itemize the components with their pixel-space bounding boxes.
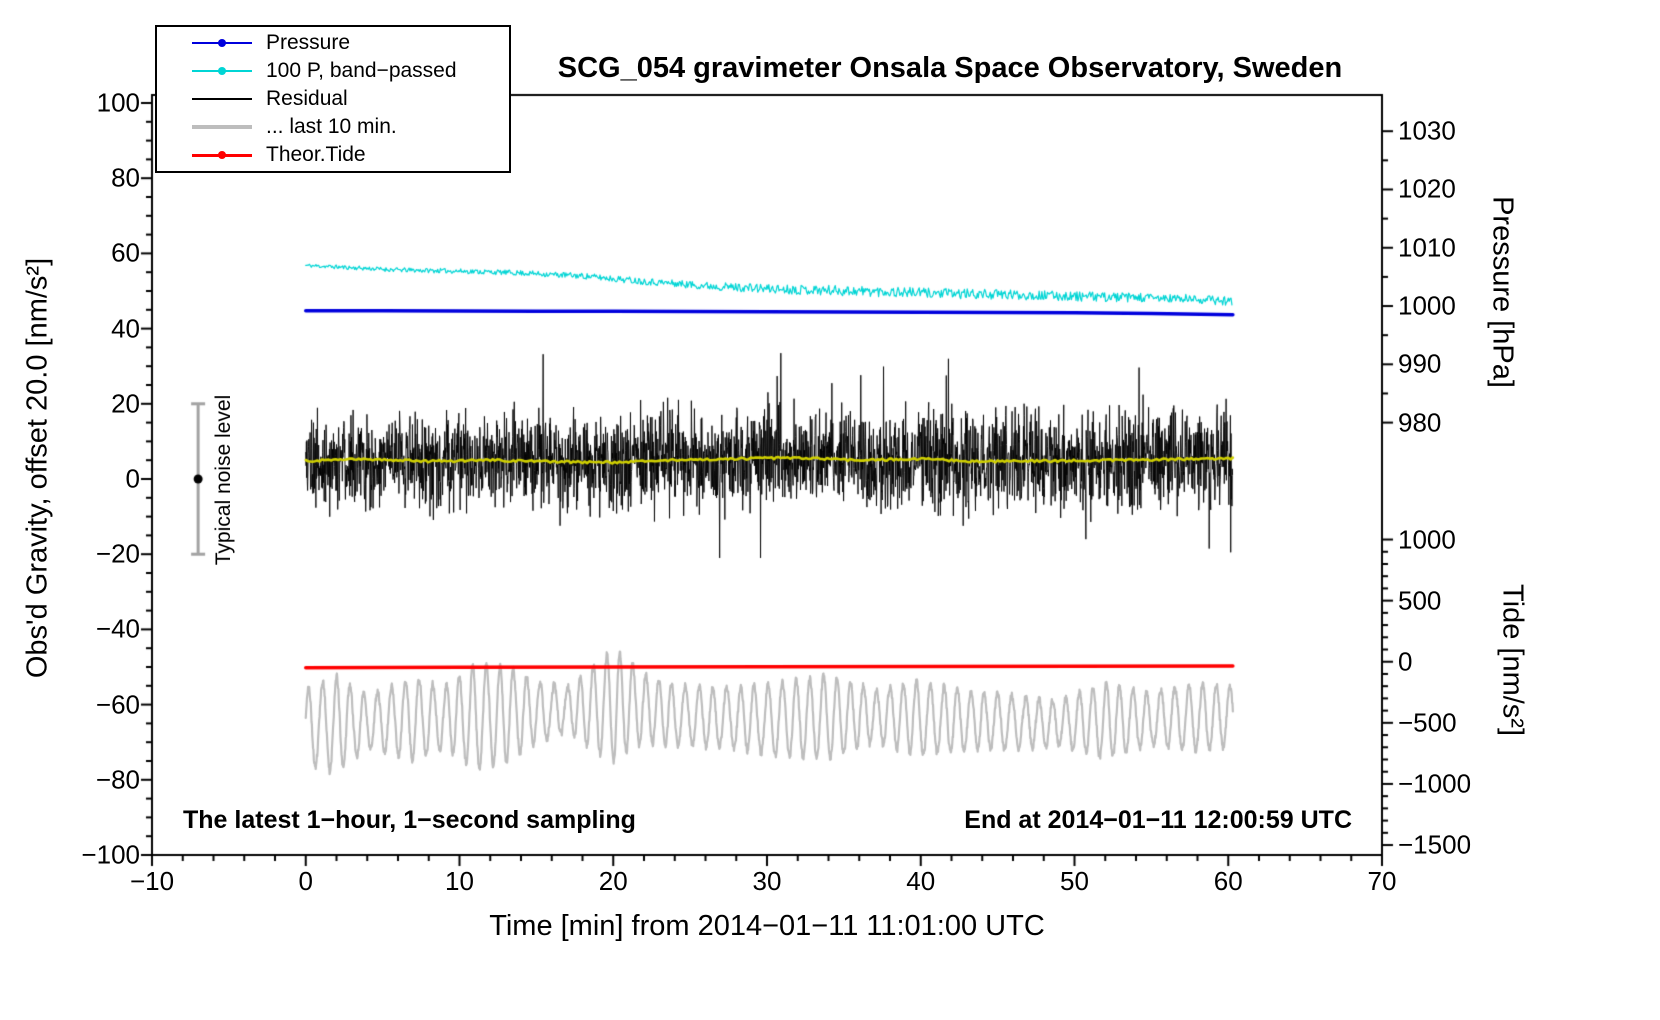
left-axis-label: Obs'd Gravity, offset 20.0 [nm/s²]: [21, 257, 54, 679]
legend-item-last10min: ... last 10 min.: [157, 115, 509, 140]
legend-label: 100 P, band−passed: [266, 58, 457, 82]
tick-label: 40: [111, 313, 140, 344]
legend-item-bandpassed: 100 P, band−passed: [157, 58, 509, 83]
tick-label: 30: [752, 866, 782, 896]
tick-label: −80: [95, 764, 140, 795]
tick-label: 1000: [1398, 524, 1456, 555]
tick-label: 70: [1367, 866, 1397, 896]
tick-label: 100: [96, 87, 140, 118]
tick-label: 1030: [1398, 115, 1456, 146]
tick-label: 1010: [1398, 232, 1456, 263]
tick-label: −1000: [1398, 768, 1472, 799]
tick-label: 500: [1398, 585, 1442, 616]
tick-label: 80: [111, 162, 140, 193]
pressure-dot-icon: [218, 38, 226, 47]
pressure-axis-label: Pressure [hPa]: [1486, 196, 1519, 388]
legend-label: ... last 10 min.: [266, 115, 397, 139]
tick-label: 1000: [1398, 290, 1456, 321]
tick-label: 50: [1060, 866, 1089, 896]
bandpassed-dot-icon: [218, 66, 226, 75]
sampling-note: The latest 1−hour, 1−second sampling: [183, 806, 636, 834]
tick-label: 40: [906, 866, 936, 896]
tick-label: 0: [298, 866, 313, 896]
last10min-line-marker: [192, 120, 252, 134]
legend-item-pressure: Pressure: [157, 30, 509, 55]
tide-axis-label: Tide [nm/s²]: [1496, 583, 1529, 737]
tick-label: 1020: [1398, 173, 1456, 204]
legend-item-residual: Residual: [157, 86, 509, 111]
tick-label: −100: [81, 839, 140, 870]
end-time-note: End at 2014−01−11 12:00:59 UTC: [964, 806, 1352, 834]
legend-label: Pressure: [266, 30, 351, 54]
tick-label: −20: [95, 538, 140, 569]
noise-level-label: Typical noise level: [212, 394, 235, 566]
chart-title: SCG_054 gravimeter Onsala Space Observat…: [557, 52, 1343, 84]
pressure-line-marker: [192, 36, 252, 50]
tick-label: 10: [445, 866, 474, 896]
tick-label: −1500: [1398, 829, 1472, 860]
legend-label: Theor.Tide: [266, 143, 366, 167]
tick-label: 60: [111, 237, 140, 268]
bandpassed-line-marker: [192, 64, 252, 78]
tick-label: 980: [1398, 407, 1442, 438]
legend: Pressure 100 P, band−passed Residual ...…: [155, 25, 511, 173]
tick-label: 60: [1213, 866, 1243, 896]
residual-line-marker: [192, 92, 252, 106]
tick-label: 20: [598, 866, 628, 896]
legend-item-theor-tide: Theor.Tide: [157, 143, 509, 168]
tick-label: −40: [95, 613, 140, 644]
legend-label: Residual: [266, 86, 348, 110]
tick-label: −60: [95, 689, 140, 720]
tick-label: 0: [125, 463, 140, 494]
tick-label: 990: [1398, 348, 1442, 379]
theor-tide-line-marker: [192, 148, 252, 162]
tick-label: −500: [1398, 707, 1457, 738]
theor-tide-dot-icon: [218, 151, 226, 160]
tick-label: −10: [129, 866, 175, 896]
tick-label: 20: [111, 388, 140, 419]
tick-label: 0: [1398, 646, 1413, 677]
x-axis-label: Time [min] from 2014−01−11 11:01:00 UTC: [489, 910, 1045, 942]
